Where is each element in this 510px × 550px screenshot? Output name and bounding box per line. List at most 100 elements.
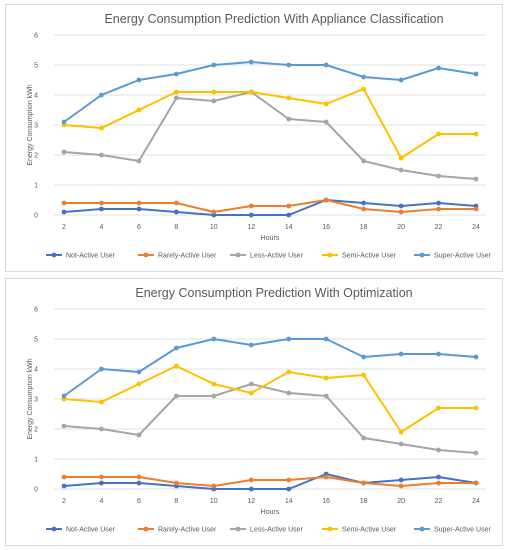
- data-point: [173, 480, 179, 486]
- legend-item: Less-Active User: [230, 253, 304, 260]
- data-point: [436, 480, 441, 486]
- data-point: [398, 477, 404, 483]
- data-point: [173, 363, 179, 369]
- x-axis-label: Hours: [261, 509, 280, 516]
- x-tick-label: 14: [285, 224, 293, 231]
- legend-marker: [419, 252, 425, 258]
- legend-label: Super-Active User: [434, 527, 491, 534]
- y-axis-label: Energy Consumption kWh: [27, 84, 34, 165]
- data-point: [211, 62, 217, 68]
- data-point: [61, 200, 67, 206]
- data-point: [436, 447, 441, 453]
- legend-label: Semi-Active User: [342, 253, 397, 260]
- data-point: [361, 158, 367, 164]
- y-tick-label: 0: [34, 213, 38, 220]
- series-semi-active-user: [61, 86, 479, 161]
- data-point: [61, 209, 67, 215]
- data-point: [173, 200, 179, 206]
- data-point: [286, 486, 292, 492]
- data-point: [473, 206, 479, 212]
- y-tick-label: 4: [34, 93, 38, 100]
- legend-item: Semi-Active User: [322, 527, 397, 534]
- data-point: [136, 206, 142, 212]
- series-line: [63, 199, 477, 216]
- data-point: [323, 62, 329, 68]
- series-line: [63, 383, 477, 454]
- y-tick-label: 3: [34, 397, 38, 404]
- data-point: [436, 131, 441, 137]
- data-point: [323, 474, 329, 480]
- y-tick-label: 5: [34, 337, 38, 344]
- data-point: [99, 426, 104, 432]
- series-not-active-user: [61, 197, 479, 218]
- data-point: [436, 405, 441, 411]
- y-tick-label: 6: [34, 307, 38, 314]
- legend-item: Super-Active User: [414, 253, 491, 260]
- y-tick-label: 0: [34, 487, 38, 494]
- x-tick-label: 4: [100, 498, 104, 505]
- y-tick-label: 2: [34, 153, 38, 160]
- data-point: [361, 200, 367, 206]
- data-point: [99, 399, 104, 405]
- y-tick-label: 3: [34, 123, 38, 130]
- data-point: [136, 107, 142, 113]
- x-tick-label: 10: [210, 498, 218, 505]
- x-tick-label: 16: [322, 498, 330, 505]
- legend-marker: [235, 252, 241, 258]
- x-tick-label: 6: [137, 224, 141, 231]
- legend-label: Less-Active User: [250, 253, 304, 260]
- data-point: [398, 209, 404, 215]
- data-point: [61, 474, 67, 480]
- x-tick-label: 2: [62, 498, 66, 505]
- y-tick-label: 4: [34, 367, 38, 374]
- legend-marker: [419, 526, 425, 532]
- data-point: [361, 435, 367, 441]
- data-point: [286, 336, 292, 342]
- legend-marker: [51, 252, 57, 258]
- data-point: [361, 354, 367, 360]
- x-tick-label: 22: [435, 224, 443, 231]
- data-point: [173, 71, 179, 77]
- data-point: [99, 200, 104, 206]
- data-point: [436, 173, 441, 179]
- data-point: [99, 206, 104, 212]
- data-point: [211, 336, 217, 342]
- data-point: [323, 336, 329, 342]
- series-not-active-user: [61, 471, 479, 492]
- data-point: [286, 212, 292, 218]
- data-point: [136, 381, 142, 387]
- legend-label: Not-Active User: [66, 253, 116, 260]
- data-point: [173, 89, 179, 95]
- x-tick-label: 2: [62, 224, 66, 231]
- legend-item: Rarely-Active User: [138, 527, 217, 534]
- data-point: [323, 393, 329, 399]
- legend-item: Semi-Active User: [322, 253, 397, 260]
- legend-label: Rarely-Active User: [158, 253, 217, 260]
- data-point: [136, 432, 142, 438]
- x-tick-label: 4: [100, 224, 104, 231]
- data-point: [61, 393, 67, 399]
- data-point: [436, 474, 441, 480]
- data-point: [173, 95, 179, 101]
- data-point: [398, 441, 404, 447]
- data-point: [211, 483, 217, 489]
- data-point: [436, 200, 441, 206]
- data-point: [211, 393, 217, 399]
- legend-item: Less-Active User: [230, 527, 304, 534]
- legend-marker: [327, 526, 333, 532]
- series-super-active-user: [61, 336, 479, 399]
- data-point: [136, 369, 142, 375]
- legend-item: Not-Active User: [46, 527, 116, 534]
- data-point: [286, 62, 292, 68]
- y-tick-label: 6: [34, 33, 38, 40]
- data-point: [286, 116, 292, 122]
- data-point: [286, 477, 292, 483]
- data-point: [248, 203, 254, 209]
- data-point: [211, 98, 217, 104]
- data-point: [248, 486, 254, 492]
- data-point: [361, 86, 367, 92]
- legend-marker: [51, 526, 57, 532]
- y-axis-label: Energy Consumption kWh: [27, 358, 34, 439]
- y-tick-label: 2: [34, 427, 38, 434]
- x-tick-label: 16: [322, 224, 330, 231]
